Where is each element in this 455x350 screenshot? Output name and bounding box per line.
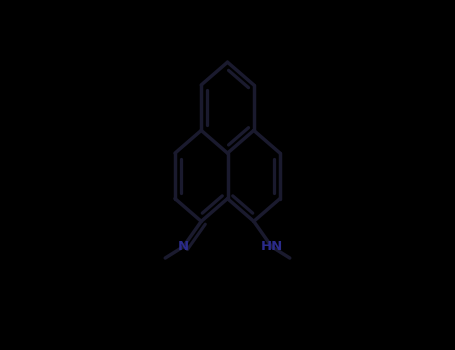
Text: N: N — [178, 240, 189, 253]
Text: HN: HN — [261, 240, 283, 253]
